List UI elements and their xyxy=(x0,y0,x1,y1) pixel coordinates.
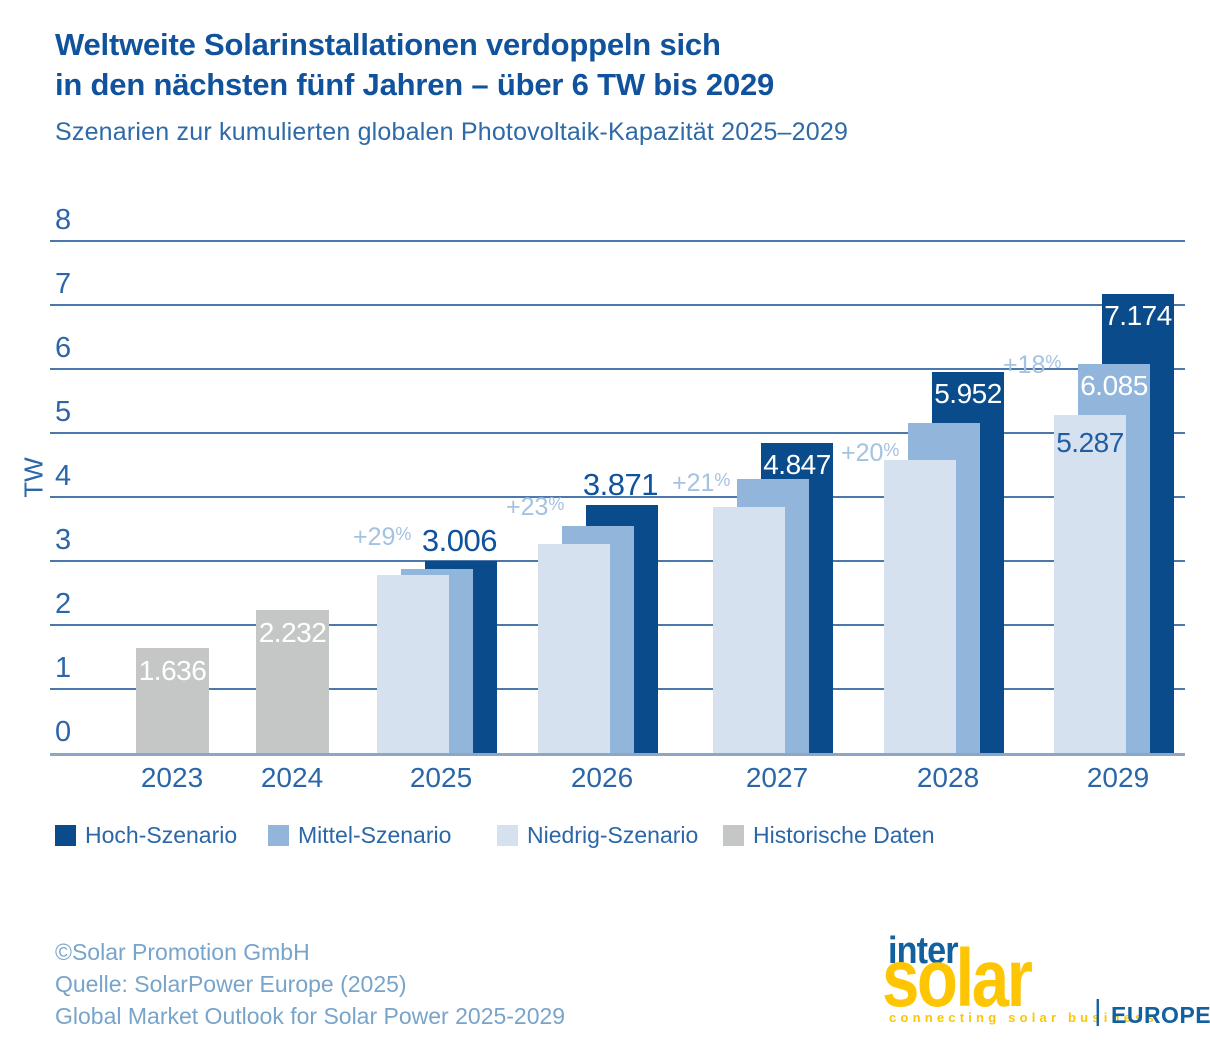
y-tick-3: 3 xyxy=(55,524,72,556)
logo-word-solar: solar xyxy=(882,933,1033,1024)
growth-label-pct-2028: +20% xyxy=(841,439,899,468)
legend-swatch-hoch xyxy=(55,825,76,846)
gridline-4 xyxy=(50,496,1185,498)
logo-tagline: connecting solar business xyxy=(889,1010,1158,1025)
legend-item-mittel: Mittel-Szenario xyxy=(268,822,451,849)
growth-label-pct-2025: +29% xyxy=(353,523,411,552)
y-tick-8: 8 xyxy=(55,204,72,236)
x-axis-label-2028: 2028 xyxy=(916,762,980,793)
percent-sign: % xyxy=(395,523,412,544)
percent-sign: % xyxy=(714,469,731,490)
legend-item-historisch: Historische Daten xyxy=(723,822,935,849)
legend-swatch-historisch xyxy=(723,825,744,846)
legend-label-historisch: Historische Daten xyxy=(753,822,935,848)
legend-label-niedrig: Niedrig-Szenario xyxy=(527,822,699,848)
logo-word-inter: inter xyxy=(888,930,959,972)
y-tick-2: 2 xyxy=(55,588,72,620)
bar-niedrig-2028 xyxy=(884,460,956,753)
y-tick-5: 5 xyxy=(55,396,72,428)
gridline-5 xyxy=(50,432,1185,434)
legend-swatch-niedrig xyxy=(497,825,518,846)
y-tick-4: 4 xyxy=(55,460,72,492)
legend-label-mittel: Mittel-Szenario xyxy=(298,822,452,848)
growth-label-number: +18 xyxy=(1003,351,1046,379)
growth-label-pct-2027: +21% xyxy=(672,469,730,498)
growth-label-number: +21 xyxy=(672,469,715,497)
bar-value-label-hoch-2029: 7.174 xyxy=(1104,300,1172,331)
y-tick-0: 0 xyxy=(55,716,72,748)
bar-value-label-hoch-2026: 3.871 xyxy=(582,467,659,502)
page-title-line1: Weltweite Solarinstallationen verdoppeln… xyxy=(55,27,721,62)
bar-niedrig-2026 xyxy=(538,544,610,753)
gridline-0 xyxy=(50,753,1185,756)
bar-niedrig-2025 xyxy=(377,575,449,753)
intersolar-logo: inter solar connecting solar business | … xyxy=(880,925,1210,1035)
x-axis-label-2025: 2025 xyxy=(409,762,473,793)
bar-value-label-hoch-2028: 5.952 xyxy=(934,378,1002,409)
gridline-6 xyxy=(50,368,1185,370)
chart-subtitle: Szenarien zur kumulierten globalen Photo… xyxy=(55,118,849,146)
x-axis-label-2023: 2023 xyxy=(140,762,204,793)
gridline-7 xyxy=(50,304,1185,306)
chart-legend: Hoch-Szenario Mittel-Szenario Niedrig-Sz… xyxy=(0,822,1210,852)
x-axis-label-2026: 2026 xyxy=(570,762,634,793)
legend-swatch-mittel xyxy=(268,825,289,846)
y-tick-7: 7 xyxy=(55,268,72,300)
bar-value-label-hoch-2025: 3.006 xyxy=(421,523,498,558)
legend-label-hoch: Hoch-Szenario xyxy=(85,822,238,848)
bar-hist-2023 xyxy=(136,648,209,753)
footer-source-report: Global Market Outlook for Solar Power 20… xyxy=(55,1003,566,1029)
bar-hist-2024 xyxy=(256,610,329,753)
x-axis-label-2027: 2027 xyxy=(745,762,809,793)
footer-source: Quelle: SolarPower Europe (2025) xyxy=(55,971,407,997)
y-axis-title: TW xyxy=(18,457,49,498)
y-tick-6: 6 xyxy=(55,332,72,364)
bar-niedrig-2027 xyxy=(713,507,785,753)
percent-sign: % xyxy=(883,439,900,460)
page-title-line2: in den nächsten fünf Jahren – über 6 TW … xyxy=(55,67,775,102)
bar-value-label-niedrig-2029: 5.287 xyxy=(1056,427,1124,458)
bar-value-label-hist-2023: 1.636 xyxy=(138,655,207,686)
y-tick-1: 1 xyxy=(55,652,72,684)
bar-value-label-hoch-2027: 4.847 xyxy=(763,449,831,480)
percent-sign: % xyxy=(548,493,565,514)
percent-sign: % xyxy=(1045,351,1062,372)
growth-label-number: +23 xyxy=(506,493,549,521)
growth-label-number: +29 xyxy=(353,523,396,551)
x-axis-label-2029: 2029 xyxy=(1086,762,1150,793)
x-axis-label-2024: 2024 xyxy=(260,762,324,793)
footer: ©Solar Promotion GmbH Quelle: SolarPower… xyxy=(55,936,565,1032)
footer-copyright: ©Solar Promotion GmbH xyxy=(55,939,310,965)
legend-item-niedrig: Niedrig-Szenario xyxy=(497,822,698,849)
bar-value-label-hist-2024: 2.232 xyxy=(258,617,327,648)
legend-item-hoch: Hoch-Szenario xyxy=(55,822,237,849)
logo-divider: | xyxy=(1094,995,1102,1027)
growth-label-pct-2029: +18% xyxy=(1003,351,1061,380)
gridline-8 xyxy=(50,240,1185,242)
growth-label-pct-2026: +23% xyxy=(506,493,564,522)
bar-niedrig-2029 xyxy=(1054,415,1126,753)
bar-value-label-mittel-2029: 6.085 xyxy=(1080,370,1148,401)
logo-region-europe: EUROPE xyxy=(1111,1002,1210,1028)
growth-label-number: +20 xyxy=(841,439,884,467)
